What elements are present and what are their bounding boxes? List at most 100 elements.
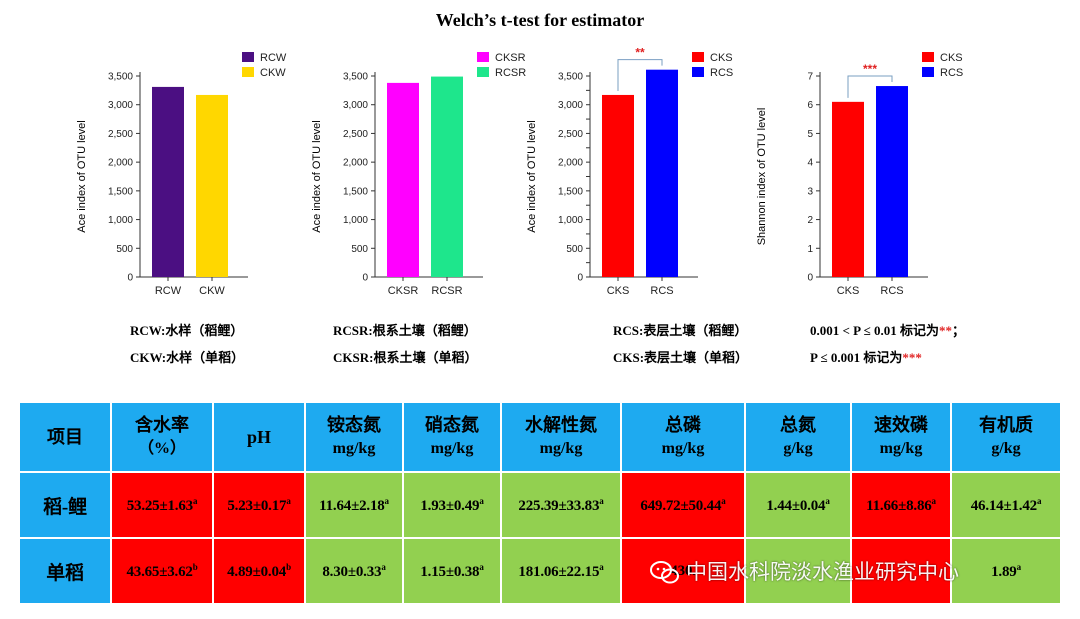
column-header: 总氮 g/kg xyxy=(744,401,852,473)
significance-letter: a xyxy=(825,495,830,506)
x-tick-label: CKW xyxy=(199,285,225,297)
column-header: 铵态氮 mg/kg xyxy=(304,401,404,473)
column-header-name: 有机质 xyxy=(979,415,1033,435)
y-tick-label: 2,500 xyxy=(343,129,368,140)
x-tick-label: RCW xyxy=(155,285,182,297)
table-cell: 1.15±0.38a xyxy=(402,537,502,605)
row-label: 单稻 xyxy=(18,537,112,605)
significance-letter: a xyxy=(479,561,484,572)
significance-letter: a xyxy=(384,495,390,506)
y-axis-label: Ace index of OTU level xyxy=(311,120,323,233)
column-header-name: 项目 xyxy=(47,427,83,447)
cell-value: 5.23±0.17 xyxy=(227,497,287,514)
caption-cks: CKS:表层土壤（单稻） xyxy=(613,350,749,365)
legend-label: RCW xyxy=(260,52,287,64)
table-cell: 46.14±1.42a xyxy=(950,471,1062,539)
y-tick-label: 3,500 xyxy=(343,72,368,83)
legend-label: CKW xyxy=(260,67,286,79)
significance-letter: a xyxy=(1016,561,1022,572)
legend-label: CKSR xyxy=(495,52,526,64)
significance-bracket xyxy=(847,75,893,98)
main-title: Welch’s t-test for estimator xyxy=(435,10,645,30)
table-cell: 11.64±2.18a xyxy=(304,471,404,539)
caption-p-0001: P ≤ 0.001 标记为*** xyxy=(810,347,922,366)
x-tick-label: CKSR xyxy=(388,285,419,297)
caption-p-0001-text: P ≤ 0.001 标记为 xyxy=(810,350,903,365)
cell-value: 1.89 xyxy=(991,563,1017,580)
significance-letter: a xyxy=(931,495,937,506)
wechat-icon xyxy=(650,561,679,584)
cell-value: 430. xyxy=(670,562,696,579)
y-tick-label: 2,000 xyxy=(343,158,368,169)
caption-cksr: CKSR:根系土壤（单稻） xyxy=(333,350,478,365)
caption-p-001-stars: ** xyxy=(939,323,953,338)
column-header-unit: mg/kg xyxy=(332,440,376,457)
legend-label: CKS xyxy=(940,52,963,64)
x-tick-label: RCS xyxy=(650,285,673,297)
column-header-name: 水解性氮 xyxy=(525,415,597,435)
cell-value: 181.06±22.15 xyxy=(518,563,600,580)
legend-swatch xyxy=(477,67,489,77)
cell-value: 4.89±0.04 xyxy=(227,563,287,580)
table-cell: 1.44±0.04a xyxy=(744,471,852,539)
cell-value: 43.65±3.62 xyxy=(126,563,193,580)
cell-value: 1.93±0.49 xyxy=(420,497,480,514)
column-header-name: 总磷 xyxy=(665,415,701,435)
caption-ckw: CKW:水样（单稻） xyxy=(130,350,245,365)
column-header-name: 铵态氮 xyxy=(327,415,381,435)
column-header: 水解性氮 mg/kg xyxy=(500,401,622,473)
y-tick-label: 2,500 xyxy=(108,129,133,140)
watermark: 中国水科院淡水渔业研究中心 xyxy=(650,556,959,588)
column-header: pH xyxy=(212,401,306,473)
y-tick-label: 1,000 xyxy=(108,215,133,226)
y-tick-label: 3,000 xyxy=(558,100,583,111)
y-tick-label: 500 xyxy=(566,244,583,255)
chart-cks-rcs-ace: Ace index of OTU level 0 500 1,000 1,500 2,00… xyxy=(526,46,733,297)
bar-rcs xyxy=(876,86,908,277)
x-tick-label: RCS xyxy=(880,285,903,297)
cell-value: 649.72±50.44 xyxy=(640,497,722,514)
significance-letter: a xyxy=(479,495,484,506)
significance-letter: a xyxy=(599,561,604,572)
table-cell: 4.89±0.04b xyxy=(212,537,306,605)
y-tick-label: 3,500 xyxy=(108,72,133,83)
y-tick-label: 2,500 xyxy=(558,129,583,140)
legend-swatch xyxy=(477,52,489,62)
table-cell: 53.25±1.63a xyxy=(110,471,214,539)
caption-rcs: RCS:表层土壤（稻鲤） xyxy=(613,323,748,338)
column-header-unit: mg/kg xyxy=(661,440,705,457)
chart-cks-rcs-shannon: Shannon index of OTU level 0 1 2 3 4 5 6 7 CKS RCS… xyxy=(756,52,963,297)
y-tick-label: 0 xyxy=(807,273,813,284)
column-header: 速效磷 mg/kg xyxy=(850,401,952,473)
y-tick-label: 7 xyxy=(807,72,813,83)
caption-p-001-text: 0.001 < P ≤ 0.01 标记为 xyxy=(810,323,940,338)
significance-letter: a xyxy=(599,495,604,506)
significance-bracket xyxy=(617,59,663,91)
table-cell: 5.23±0.17a xyxy=(212,471,306,539)
y-tick-label: 6 xyxy=(807,100,813,111)
table-cell: 225.39±33.83a xyxy=(500,471,622,539)
y-tick-label: 2 xyxy=(807,215,813,226)
y-tick-label: 500 xyxy=(351,244,368,255)
x-tick-label: CKS xyxy=(837,285,860,297)
bar-rcs xyxy=(646,69,678,277)
bar-cks xyxy=(602,94,634,277)
y-axis-label: Shannon index of OTU level xyxy=(756,108,768,246)
column-header-name: 总氮 xyxy=(780,415,816,435)
bar-rcsr xyxy=(431,76,463,278)
x-tick-label: RCSR xyxy=(431,285,462,297)
table-cell: 43.65±3.62b xyxy=(110,537,214,605)
y-tick-label: 5 xyxy=(807,129,813,140)
significance-letter: a xyxy=(1036,495,1042,506)
significance-letter: b xyxy=(286,561,291,572)
y-tick-label: 3,000 xyxy=(108,100,133,111)
cell-value: 1.15±0.38 xyxy=(420,563,480,580)
y-tick-label: 2,000 xyxy=(108,158,133,169)
significance-letter: a xyxy=(192,495,198,506)
table-cell xyxy=(744,537,852,605)
column-header-unit: g/kg xyxy=(991,440,1021,457)
bar-ckw xyxy=(196,94,228,277)
caption-p-001-tail: ； xyxy=(952,323,966,338)
table-row: 单稻 43.65±3.62b 4.89±0.04b 8.30±0.33a 1.15±0.… xyxy=(18,537,1062,605)
table-cell: 1.93±0.49a xyxy=(402,471,502,539)
